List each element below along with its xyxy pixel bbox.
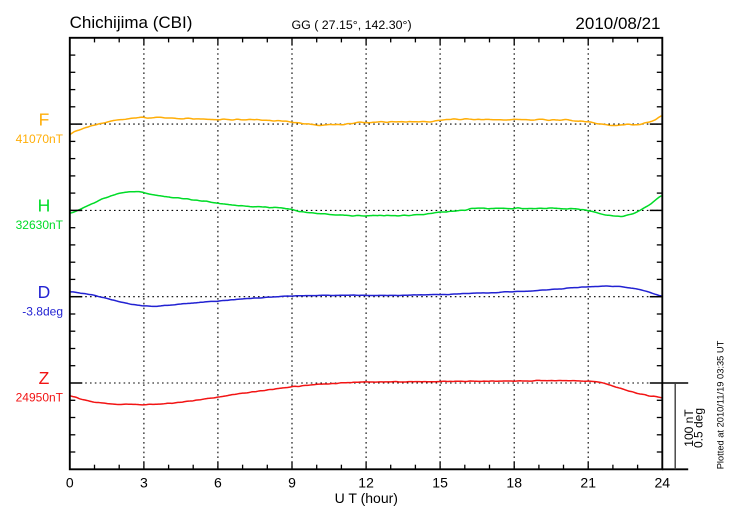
svg-text:0: 0 xyxy=(66,475,74,491)
svg-text:3: 3 xyxy=(140,475,148,491)
svg-text:Plotted at 2010/11/19 03:35 UT: Plotted at 2010/11/19 03:35 UT xyxy=(716,340,726,469)
svg-text:9: 9 xyxy=(288,475,296,491)
svg-text:41070nT: 41070nT xyxy=(16,132,64,146)
svg-text:D: D xyxy=(38,282,51,302)
svg-text:0.5 deg: 0.5 deg xyxy=(691,408,705,448)
svg-text:Chichijima (CBI): Chichijima (CBI) xyxy=(70,13,193,32)
svg-text:2010/08/21: 2010/08/21 xyxy=(575,14,660,33)
svg-text:12: 12 xyxy=(358,475,374,491)
svg-text:100 nT: 100 nT xyxy=(682,409,696,447)
svg-text:24: 24 xyxy=(655,475,671,491)
svg-text:-3.8deg: -3.8deg xyxy=(22,304,63,318)
svg-text:32630nT: 32630nT xyxy=(16,218,64,232)
svg-text:6: 6 xyxy=(214,475,222,491)
svg-text:F: F xyxy=(39,109,50,129)
svg-text:21: 21 xyxy=(580,475,596,491)
svg-text:H: H xyxy=(38,196,51,216)
svg-text:24950nT: 24950nT xyxy=(16,391,64,405)
svg-text:15: 15 xyxy=(432,475,448,491)
svg-text:GG ( 27.15°, 142.30°): GG ( 27.15°, 142.30°) xyxy=(292,18,412,32)
svg-text:18: 18 xyxy=(506,475,522,491)
svg-text:U T (hour): U T (hour) xyxy=(335,490,398,506)
svg-text:Z: Z xyxy=(39,368,50,388)
